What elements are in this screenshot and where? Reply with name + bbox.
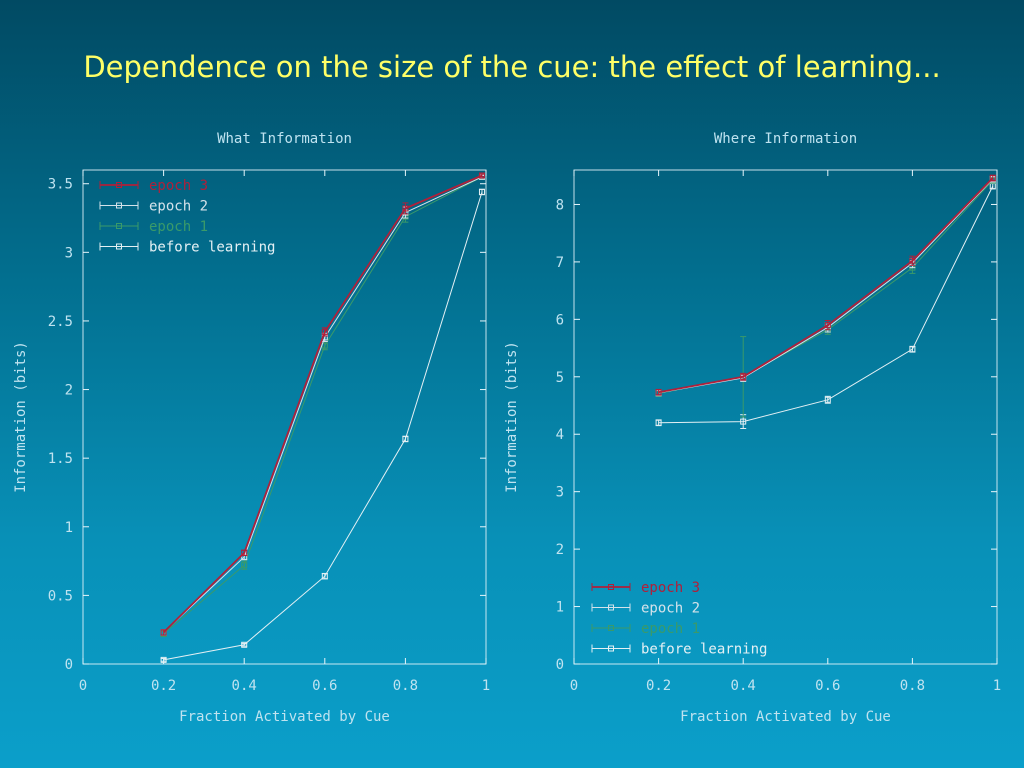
- chart-where-legend-marker-before-learning: [608, 645, 614, 652]
- chart-where-legend-label-epoch-2: epoch 2: [641, 601, 700, 617]
- chart-where-y-axis-label: Information (bits): [504, 341, 520, 493]
- chart-what-point-epoch-3: [478, 172, 485, 179]
- chart-what-legend-marker-epoch-3: [116, 182, 122, 188]
- chart-what-point-before-learning: [160, 656, 167, 663]
- chart-what-point-before-learning: [241, 641, 248, 648]
- chart-what-point-epoch-3: [321, 328, 328, 335]
- chart-what-y-tick-label: 0.5: [48, 588, 73, 604]
- chart-what-x-tick-label: 0.4: [232, 678, 257, 694]
- chart-where-y-tick-label: 5: [556, 370, 564, 386]
- chart-where-y-tick-label: 6: [556, 312, 564, 328]
- chart-where-point-before-learning: [740, 418, 747, 425]
- chart-what-legend-marker-epoch-2: [116, 202, 122, 209]
- chart-where-point-before-learning: [909, 346, 916, 353]
- chart-what-y-tick-label: 3.5: [48, 177, 73, 193]
- chart-where-y-tick-label: 8: [556, 197, 564, 213]
- chart-where-legend-label-before-learning: before learning: [641, 642, 767, 658]
- chart-what-plot-frame: [82, 169, 487, 665]
- slide-title: Dependence on the size of the cue: the e…: [83, 50, 941, 84]
- chart-where-y-tick-label: 2: [556, 542, 564, 558]
- chart-what-y-tick-label: 1.5: [48, 451, 73, 467]
- chart-where-legend-marker-epoch-2: [608, 604, 614, 611]
- chart-where-x-tick-label: 0.4: [731, 678, 756, 694]
- chart-what-legend-label-epoch-3: epoch 3: [149, 178, 208, 194]
- chart-what-point-epoch-3: [241, 549, 248, 556]
- chart-what-point-before-learning: [402, 435, 409, 442]
- chart-what-point-before-learning: [478, 188, 485, 195]
- chart-where-y-tick-label: 7: [556, 255, 564, 271]
- chart-where-point-before-learning: [824, 396, 831, 403]
- chart-where-x-tick-label: 0.8: [900, 678, 925, 694]
- chart-where-plot-frame: [573, 169, 998, 665]
- chart-where-point-epoch-3: [740, 373, 747, 380]
- chart-what-point-epoch-1: [241, 562, 248, 569]
- chart-what-y-tick-label: 0: [65, 657, 73, 673]
- chart-what-y-axis-label: Information (bits): [13, 341, 29, 493]
- chart-what-x-tick-label: 0.8: [393, 678, 418, 694]
- chart-what-legend-marker-before-learning: [116, 243, 122, 250]
- chart-what-y-tick-label: 2: [65, 383, 73, 399]
- chart-what-title: What Information: [217, 131, 352, 147]
- chart-what-point-before-learning: [321, 573, 328, 580]
- chart-where-point-before-learning: [655, 419, 662, 426]
- chart-where-x-tick-label: 0: [570, 678, 578, 694]
- chart-where-point-epoch-3: [824, 322, 831, 329]
- chart-where-point-epoch-3: [909, 257, 916, 264]
- chart-what-point-epoch-3: [402, 205, 409, 212]
- chart-what-x-tick-label: 0: [79, 678, 87, 694]
- chart-where-y-tick-label: 3: [556, 485, 564, 501]
- chart-where-x-tick-label: 0.6: [815, 678, 840, 694]
- chart-what-x-tick-label: 0.6: [312, 678, 337, 694]
- chart-where-legend-label-epoch-3: epoch 3: [641, 580, 700, 596]
- chart-where-legend-label-epoch-1: epoch 1: [641, 621, 700, 637]
- chart-what-legend-label-epoch-1: epoch 1: [149, 219, 208, 235]
- chart-what-legend-label-epoch-2: epoch 2: [149, 199, 208, 215]
- chart-where-series-line-before-learning: [658, 185, 994, 424]
- chart-where-title: Where Information: [714, 131, 857, 147]
- chart-what-legend-label-before-learning: before learning: [149, 240, 275, 256]
- chart-where-point-epoch-3: [989, 175, 996, 182]
- chart-where-x-tick-label: 0.2: [646, 678, 671, 694]
- chart-what-legend-marker-epoch-1: [116, 223, 122, 229]
- chart-where-y-tick-label: 4: [556, 427, 564, 443]
- chart-where-legend-marker-epoch-1: [608, 625, 614, 631]
- chart-where-series-line-epoch-2: [658, 178, 994, 394]
- chart-where-x-tick-label: 1: [993, 678, 1001, 694]
- chart-where-legend-marker-epoch-3: [608, 584, 614, 590]
- chart-where-y-tick-label: 0: [556, 657, 564, 673]
- chart-what-y-tick-label: 3: [65, 245, 73, 261]
- chart-where-x-axis-label: Fraction Activated by Cue: [680, 709, 891, 725]
- chart-what-y-tick-label: 2.5: [48, 314, 73, 330]
- chart-what-x-tick-label: 0.2: [151, 678, 176, 694]
- chart-where-y-tick-label: 1: [556, 600, 564, 616]
- chart-where-point-epoch-3: [655, 389, 662, 396]
- chart-what-x-axis-label: Fraction Activated by Cue: [179, 709, 390, 725]
- chart-where-series-line-epoch-3: [658, 177, 994, 394]
- chart-what-x-tick-label: 1: [482, 678, 490, 694]
- chart-what-y-tick-label: 1: [65, 520, 73, 536]
- chart-what-point-epoch-3: [160, 629, 167, 636]
